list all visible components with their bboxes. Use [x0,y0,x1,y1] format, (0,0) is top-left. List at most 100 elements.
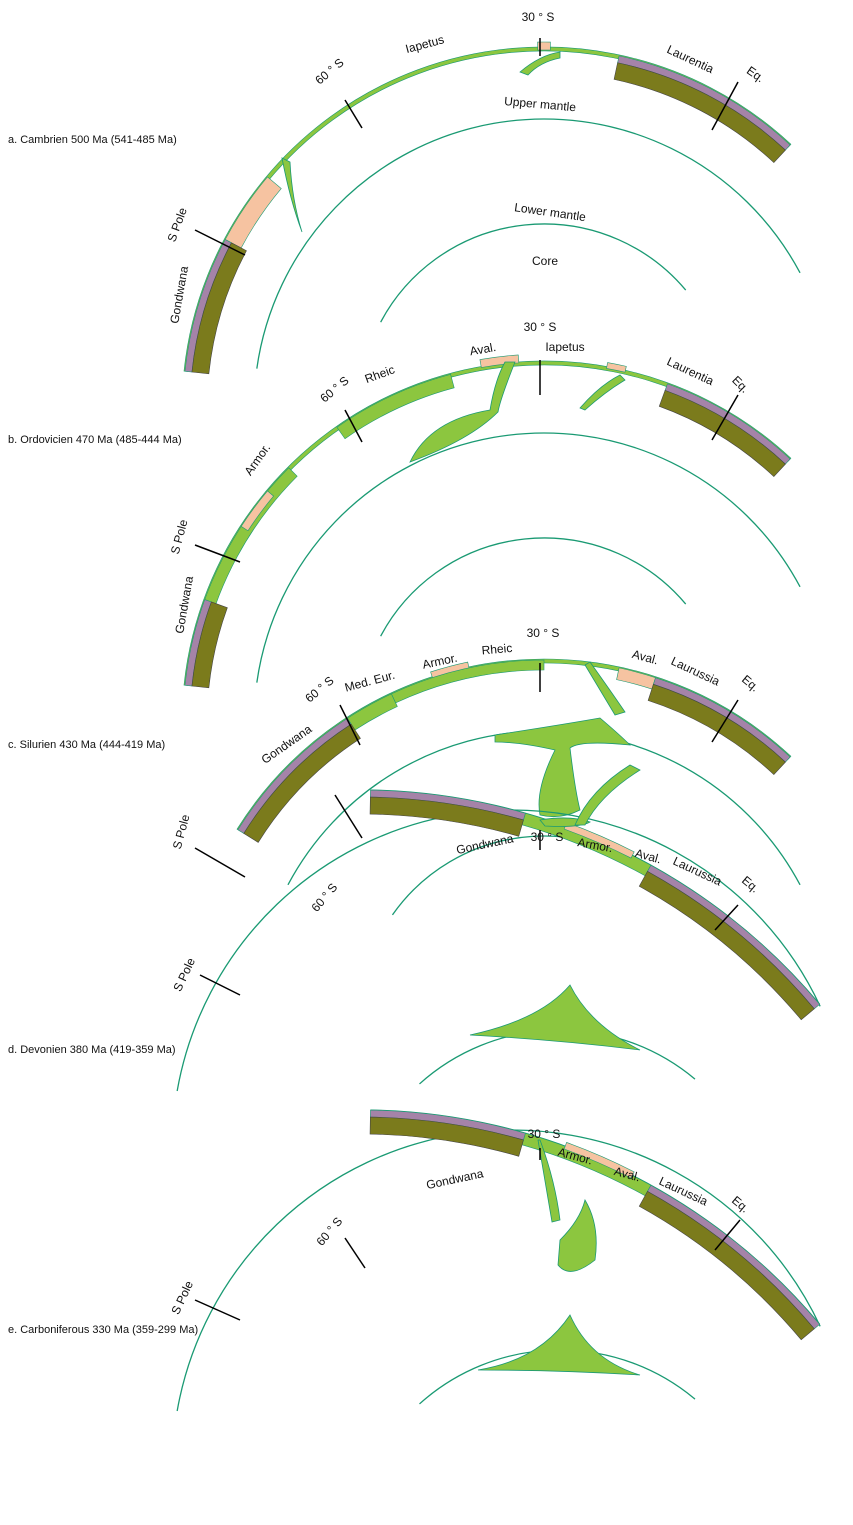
map-label: Rheic [481,641,513,658]
crust-blob [537,1139,561,1223]
map-label: 30 ° S [531,830,564,844]
map-label: Armor. [241,441,273,478]
plate-band [240,490,275,532]
crust-blob [494,717,632,818]
map-label: 60 ° S [302,673,336,705]
plate-band [336,373,455,440]
plate-band [606,362,627,373]
map-label: Laurentia [665,354,717,388]
panel-caption: c. Silurien 430 Ma (444-419 Ma) [8,739,165,751]
crust-blob [584,661,626,716]
map-label: Iapetus [545,340,584,354]
latitude-tick [711,699,739,743]
latitude-tick [711,81,739,131]
map-label: S Pole [170,955,198,993]
plate-band [638,1190,815,1341]
map-label: Aval. [469,340,497,358]
map-label: 60 ° S [312,55,346,87]
crust-blob [574,764,641,826]
plate-band [537,41,551,51]
map-label: Aval. [631,647,660,667]
latitude-tick [194,544,241,563]
plate-band [369,1116,524,1157]
crust-blob [579,374,626,411]
latitude-tick [711,394,739,441]
map-label: Aval. [634,846,663,866]
map-label: Upper mantle [504,94,577,114]
map-label: S Pole [168,518,191,556]
map-label: Eq. [744,63,767,85]
map-label: S Pole [165,205,190,243]
plate-band [346,693,398,731]
panel-caption: d. Devonien 380 Ma (419-359 Ma) [8,1044,176,1056]
plate-band [638,870,815,1021]
plate-band [191,242,247,375]
map-label: Gondwana [425,1166,485,1192]
panel-caption: a. Cambrien 500 Ma (541-485 Ma) [8,134,177,146]
boundary-arc [256,432,801,683]
map-label: Gondwana [167,265,191,325]
map-label: Laurussia [669,654,722,689]
map-label: 60 ° S [313,1214,345,1248]
map-label: Aval. [613,1164,642,1184]
latitude-tick [199,974,241,996]
crust-blob [519,51,561,76]
boundary-arc [380,537,687,637]
latitude-tick [334,794,363,839]
boundary-arc [256,118,801,369]
map-label: 30 ° S [522,10,555,24]
map-label: Core [532,254,558,268]
plate-band [369,796,524,837]
map-label: 60 ° S [308,880,340,914]
latitude-tick [339,704,361,746]
map-label: Eq. [729,373,752,396]
map-label: Eq. [739,873,762,895]
boundary-arc [380,223,687,323]
boundary-arc [370,1109,821,1325]
plate-band [479,354,520,368]
map-label: 60 ° S [317,373,351,405]
map-label: Med. Eur. [343,668,396,695]
map-label: Armor. [577,835,614,855]
latitude-tick [344,99,363,129]
plate-band [391,659,545,704]
panel-caption: b. Ordovicien 470 Ma (485-444 Ma) [8,434,182,446]
crust-blob [477,1314,641,1376]
crust-blob [557,1198,597,1272]
plate-band [191,601,228,689]
map-label: Iapetus [404,32,446,56]
map-label: Armor. [556,1145,594,1168]
boundary-arc [176,809,821,1092]
panel-caption: e. Carboniferous 330 Ma (359-299 Ma) [8,1324,198,1336]
map-label: Lower mantle [513,200,587,224]
map-label: Gondwana [455,831,515,857]
crust-blob [409,361,516,463]
map-label: S Pole [170,813,193,851]
plate-band [563,822,635,859]
plate-band [658,389,786,477]
map-label: Eq. [729,1193,752,1215]
map-label: Gondwana [172,575,196,635]
latitude-tick [344,409,363,443]
boundary-arc [370,789,821,1005]
plate-band [243,723,361,843]
map-label: 30 ° S [528,1127,561,1141]
map-label: Eq. [739,672,762,694]
latitude-tick [194,1299,241,1321]
plate-band [647,683,786,775]
latitude-tick [714,904,739,931]
map-label: S Pole [168,1278,196,1316]
crust-blob [469,984,641,1051]
plate-band [563,1142,635,1179]
latitude-tick [194,229,246,256]
plate-band [224,176,282,249]
crust-blob [281,157,303,233]
plate-band [613,62,786,163]
latitude-tick [344,1237,366,1269]
latitude-tick [194,847,246,878]
map-label: 30 ° S [524,320,557,334]
latitude-tick [714,1219,741,1251]
map-label: 30 ° S [527,626,560,640]
map-label: Rheic [363,362,397,386]
